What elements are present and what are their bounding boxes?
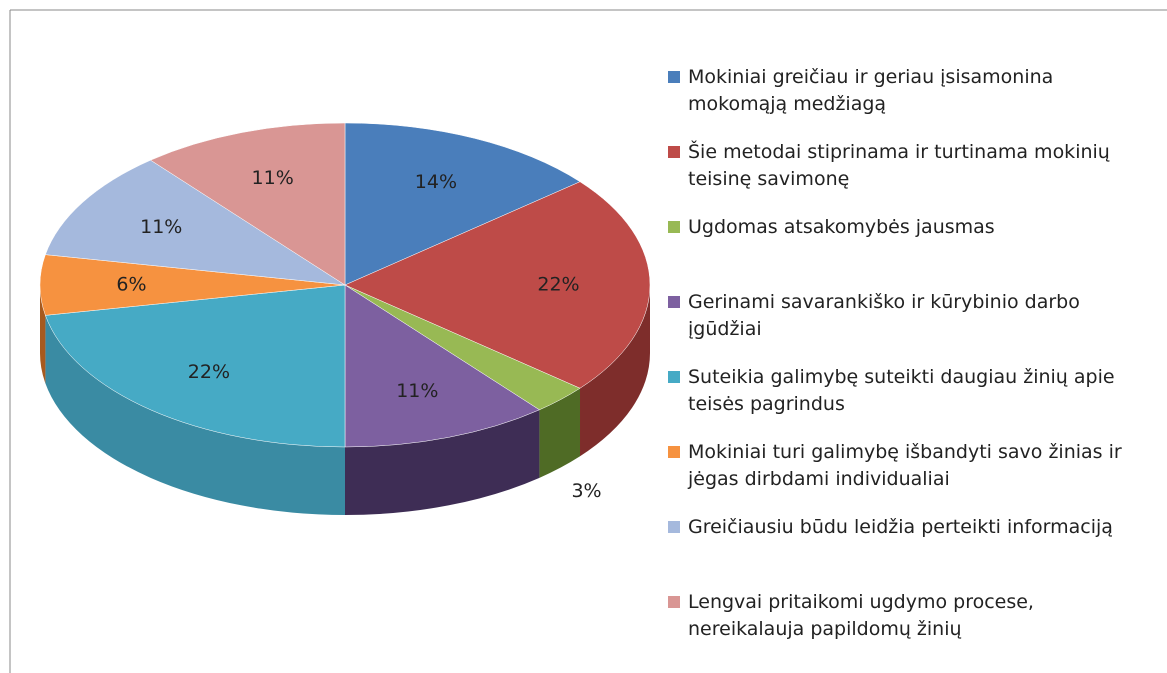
legend-item: Gerinami savarankiško ir kūrybinio darbo… xyxy=(668,289,1138,343)
legend-item: Ugdomas atsakomybės jausmas xyxy=(668,214,1138,241)
legend-swatch xyxy=(668,596,680,608)
pie-slice-side xyxy=(345,409,540,515)
pie-slice xyxy=(344,181,651,389)
data-label: 14% xyxy=(415,171,457,193)
legend-item: Suteikia galimybę suteikti daugiau žinių… xyxy=(668,364,1138,418)
legend-item: Mokiniai turi galimybę išbandyti savo ži… xyxy=(668,439,1138,493)
pie-slice xyxy=(344,284,540,448)
data-label: 3% xyxy=(571,480,601,502)
legend-label: Mokiniai turi galimybę išbandyti savo ži… xyxy=(688,441,1122,490)
legend-item: Šie metodai stiprinama ir turtinama moki… xyxy=(668,139,1138,193)
legend-swatch xyxy=(668,521,680,533)
pie-slice xyxy=(150,122,346,286)
legend-swatch xyxy=(668,446,680,458)
legend-label: Gerinami savarankiško ir kūrybinio darbo… xyxy=(688,291,1080,340)
legend-swatch xyxy=(668,371,680,383)
legend-label: Greičiausiu būdu leidžia perteikti infor… xyxy=(688,516,1113,538)
data-label: 22% xyxy=(537,274,579,296)
legend-swatch xyxy=(668,221,680,233)
legend-swatch xyxy=(668,71,680,83)
data-label: 6% xyxy=(116,274,146,296)
pie-slice xyxy=(344,122,581,286)
legend-label: Mokiniai greičiau ir geriau įsisamonina … xyxy=(688,66,1054,115)
data-label: 11% xyxy=(252,167,294,189)
legend-item: Greičiausiu būdu leidžia perteikti infor… xyxy=(668,514,1138,541)
legend-label: Ugdomas atsakomybės jausmas xyxy=(688,216,995,238)
legend-item: Lengvai pritaikomi ugdymo procese, nerei… xyxy=(668,589,1138,643)
pie-slice-side xyxy=(40,285,46,384)
pie-slice-side xyxy=(45,315,345,515)
pie-slice xyxy=(45,284,346,448)
legend-swatch xyxy=(668,146,680,158)
pie-slice-side xyxy=(539,388,581,478)
legend-item: Mokiniai greičiau ir geriau įsisamonina … xyxy=(668,64,1138,118)
pie-slice xyxy=(45,159,346,286)
legend-label: Šie metodai stiprinama ir turtinama moki… xyxy=(688,141,1110,190)
legend-label: Suteikia galimybę suteikti daugiau žinių… xyxy=(688,366,1115,415)
data-label: 22% xyxy=(188,361,230,383)
legend-label: Lengvai pritaikomi ugdymo procese, nerei… xyxy=(688,591,1034,640)
pie-slice-side xyxy=(580,285,650,457)
legend-swatch xyxy=(668,296,680,308)
data-label: 11% xyxy=(140,216,182,238)
data-label: 11% xyxy=(396,380,438,402)
